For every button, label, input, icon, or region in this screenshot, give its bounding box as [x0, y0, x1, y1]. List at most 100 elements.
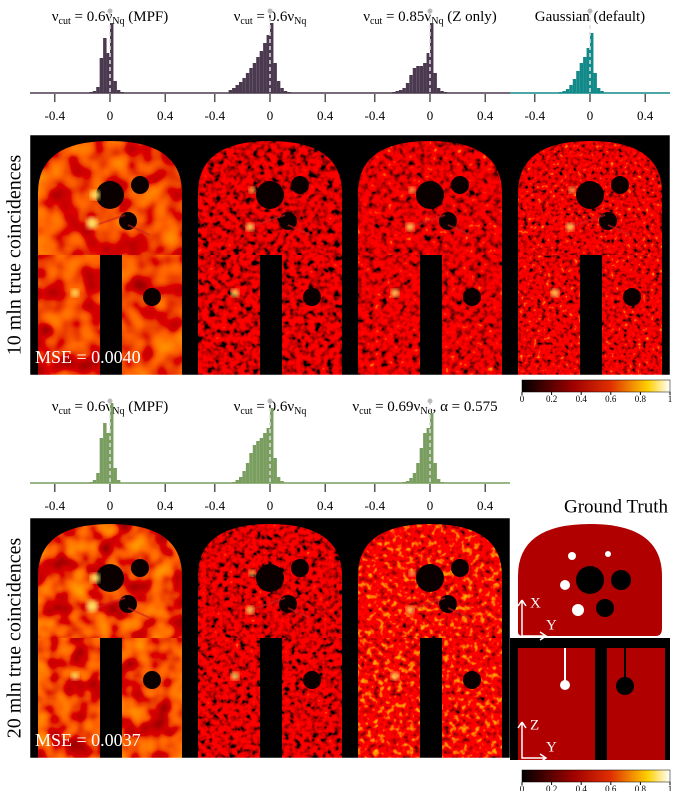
title-part: = 0.69ν — [371, 399, 420, 415]
hist-bar — [433, 463, 436, 483]
tick-label: -0.4 — [525, 108, 546, 123]
hist-bar — [113, 468, 116, 483]
gt-axial — [510, 518, 670, 638]
hist-bar — [423, 63, 426, 93]
axis-letter: Y — [546, 617, 557, 633]
tick-label: 0 — [107, 108, 114, 123]
axis-letter: Y — [546, 739, 557, 755]
tick-label: 0.4 — [477, 498, 494, 513]
hist-bar — [242, 78, 245, 93]
colorbar-label: 0.4 — [576, 784, 588, 791]
hist-bar — [256, 57, 259, 93]
hist-bar — [427, 53, 430, 93]
tick-label: -0.4 — [205, 108, 226, 123]
hist-bar — [103, 423, 106, 483]
zero-marker — [108, 399, 113, 404]
title-part: cut — [240, 406, 252, 417]
hist-bar — [420, 66, 423, 93]
hist-bar — [249, 68, 252, 93]
hist-bar — [113, 81, 116, 93]
title-part: cut — [359, 406, 371, 417]
tick-label: 0.4 — [637, 108, 654, 123]
title-part: cut — [59, 406, 71, 417]
title-part: cut — [370, 16, 382, 27]
title-part: = 0.85ν — [382, 9, 431, 25]
title-part: (MPF) — [124, 9, 168, 25]
hist-bar — [246, 73, 249, 93]
hist-bar — [249, 453, 252, 483]
colorbar-label: 0.8 — [635, 784, 647, 791]
tick-label: 0.4 — [317, 108, 334, 123]
title-part: Nq — [112, 16, 124, 27]
axis-letter: X — [530, 595, 541, 611]
hist-bar — [100, 438, 103, 483]
tick-label: 0.4 — [157, 108, 174, 123]
hist-bar — [96, 87, 99, 93]
tick-label: 0 — [427, 108, 434, 123]
tick-label: 0 — [587, 108, 594, 123]
hist-bar — [260, 51, 263, 93]
tick-label: 0.4 — [317, 498, 334, 513]
title-part: cut — [59, 16, 71, 27]
hist-bar — [416, 463, 419, 483]
panel-title: νcut = 0.69νNq, α = 0.575 — [352, 399, 497, 417]
colorbar-label: 0.4 — [576, 394, 588, 404]
hist-bar — [416, 66, 419, 93]
axial-image — [190, 135, 350, 255]
colorbar-label: 0.6 — [605, 784, 617, 791]
title-part: = 0.6ν — [71, 9, 113, 25]
page: νcut = 0.6νNq (MPF)-0.400.4νcut = 0.6νNq… — [0, 0, 673, 796]
hist-bar — [242, 471, 245, 483]
colorbar-label: 1 — [668, 394, 673, 404]
colorbar-label: 0 — [520, 394, 525, 404]
hist-bar — [273, 458, 276, 483]
hist-bar — [253, 445, 256, 483]
colorbar — [522, 380, 670, 392]
hist-bar — [107, 53, 110, 93]
zero-marker — [588, 9, 593, 14]
title-part: Nq — [112, 406, 124, 417]
hist-bar — [580, 63, 583, 93]
coronal-image — [350, 255, 510, 375]
hist-bar — [576, 71, 579, 93]
title-part: (MPF) — [124, 399, 168, 415]
hist-bar — [256, 441, 259, 483]
axis-letter: Z — [530, 717, 539, 733]
hist-bar — [263, 43, 266, 93]
hist-bar — [239, 477, 242, 483]
hist-bar — [96, 473, 99, 483]
tick-label: 0 — [107, 498, 114, 513]
tick-label: 0 — [267, 108, 274, 123]
zero-marker — [268, 9, 273, 14]
mse-label: MSE = 0.0037 — [35, 730, 141, 750]
tick-label: -0.4 — [365, 498, 386, 513]
hist-bar — [569, 85, 572, 93]
gt-title: Ground Truth — [564, 496, 668, 517]
zero-marker — [268, 399, 273, 404]
hist-bar — [423, 433, 426, 483]
hist-bar — [406, 83, 409, 93]
hist-bar — [263, 433, 266, 483]
title-part: Nq — [294, 406, 306, 417]
axial-image — [190, 518, 350, 638]
hist-bar — [420, 448, 423, 483]
coronal-image — [350, 638, 510, 758]
colorbar-label: 0.8 — [635, 394, 647, 404]
title-part: (Z only) — [443, 9, 496, 25]
colorbar-label: 1 — [668, 784, 673, 791]
colorbar-label: 0 — [520, 784, 525, 791]
axial-image — [510, 135, 670, 255]
hist-bar — [236, 85, 239, 93]
axial-image — [30, 135, 190, 255]
hist-bar — [239, 82, 242, 93]
hist-bar — [413, 68, 416, 93]
coronal-image — [190, 255, 350, 375]
title-part: Nq — [294, 16, 306, 27]
mse-label: MSE = 0.0040 — [35, 347, 141, 367]
colorbar-label: 0.2 — [546, 784, 557, 791]
title-part: = 0.6ν — [253, 399, 295, 415]
hist-bar — [103, 38, 106, 93]
coronal-image — [190, 638, 350, 758]
hist-bar — [433, 73, 436, 93]
title-part: cut — [240, 16, 252, 27]
